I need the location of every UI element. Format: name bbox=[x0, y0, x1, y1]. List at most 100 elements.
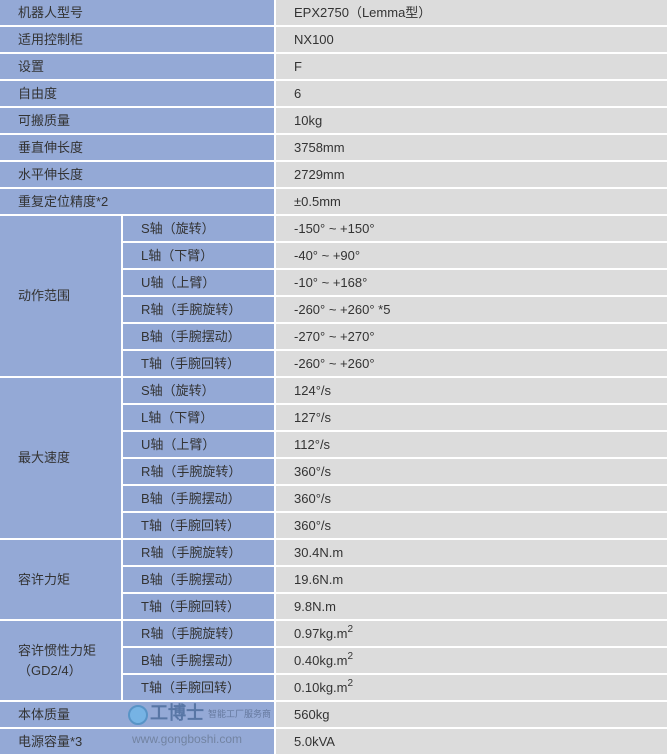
row-label: 适用控制柜 bbox=[0, 25, 277, 54]
value-text: 112°/s bbox=[294, 437, 331, 452]
axis-label: R轴（手腕旋转） bbox=[120, 619, 277, 648]
row-label: 自由度 bbox=[0, 79, 277, 108]
row-value: 124°/s bbox=[274, 376, 667, 405]
row-value: 3758mm bbox=[274, 133, 667, 162]
value-text: 30.4N.m bbox=[294, 545, 344, 560]
value-text: 0.10kg.m bbox=[294, 680, 348, 695]
row-value: 2729mm bbox=[274, 160, 667, 189]
table-row: 垂直伸长度 3758mm bbox=[0, 133, 667, 162]
row-value: 127°/s bbox=[274, 403, 667, 432]
axis-label: T轴（手腕回转） bbox=[122, 673, 277, 702]
axis-label: B轴（手腕摆动） bbox=[122, 565, 277, 594]
table-row: 本体质量 560kg bbox=[0, 700, 667, 729]
table-row: B轴（手腕摆动） 0.40kg.m2 bbox=[0, 646, 667, 675]
value-text: 124°/s bbox=[294, 383, 332, 398]
value-text: 360°/s bbox=[294, 518, 332, 533]
table-row: T轴（手腕回转） 9.8N.m bbox=[0, 592, 667, 621]
row-value: 6 bbox=[274, 79, 667, 108]
superscript: 2 bbox=[347, 651, 354, 662]
axis-label: R轴（手腕旋转） bbox=[120, 538, 277, 567]
row-value: 19.6N.m bbox=[274, 565, 667, 594]
row-label: 水平伸长度 bbox=[0, 160, 277, 189]
axis-label: T轴（手腕回转） bbox=[122, 349, 277, 378]
axis-label: B轴（手腕摆动） bbox=[122, 646, 277, 675]
row-value: 0.10kg.m2 bbox=[274, 673, 667, 702]
row-value: 10kg bbox=[274, 106, 667, 135]
axis-label: S轴（旋转） bbox=[120, 214, 277, 243]
row-value: 5.0kVA bbox=[274, 727, 667, 756]
axis-label: B轴（手腕摆动） bbox=[122, 484, 277, 513]
table-row: R轴（手腕旋转） 360°/s bbox=[0, 457, 667, 486]
value-text: -260° ~ +260° bbox=[294, 356, 375, 371]
row-value: 30.4N.m bbox=[274, 538, 667, 567]
row-value: 360°/s bbox=[274, 484, 667, 513]
table-row: B轴（手腕摆动） 19.6N.m bbox=[0, 565, 667, 594]
axis-label: B轴（手腕摆动） bbox=[122, 322, 277, 351]
row-label: 设置 bbox=[0, 52, 277, 81]
row-label: 重复定位精度*2 bbox=[0, 187, 277, 216]
value-text: 0.40kg.m bbox=[294, 653, 348, 668]
row-value: 560kg bbox=[274, 700, 667, 729]
value-text: 0.97kg.m bbox=[294, 626, 348, 641]
table-row: 最大速度 S轴（旋转） 124°/s bbox=[0, 376, 667, 540]
table-row: L轴（下臂） 127°/s bbox=[0, 403, 667, 432]
table-row: 容许惯性力矩（GD2/4） R轴（手腕旋转） 0.97kg.m2 bbox=[0, 619, 667, 702]
value-text: 360°/s bbox=[294, 491, 332, 506]
superscript: 2 bbox=[347, 678, 354, 689]
table-row: T轴（手腕回转） -260° ~ +260° bbox=[0, 349, 667, 378]
row-value: -260° ~ +260° bbox=[274, 349, 667, 378]
value-text: -10° ~ +168° bbox=[294, 275, 368, 290]
axis-label: L轴（下臂） bbox=[122, 241, 277, 270]
axis-label: R轴（手腕旋转） bbox=[122, 457, 277, 486]
axis-label: L轴（下臂） bbox=[122, 403, 277, 432]
value-text: 127°/s bbox=[294, 410, 332, 425]
row-label: 垂直伸长度 bbox=[0, 133, 277, 162]
table-row: U轴（上臂） 112°/s bbox=[0, 430, 667, 459]
table-row: 电源容量*3 5.0kVA bbox=[0, 727, 667, 756]
group-label: 最大速度 bbox=[0, 376, 123, 540]
table-row: 重复定位精度*2 ±0.5mm bbox=[0, 187, 667, 216]
table-row: B轴（手腕摆动） 360°/s bbox=[0, 484, 667, 513]
row-value: -10° ~ +168° bbox=[274, 268, 667, 297]
table-row: 自由度 6 bbox=[0, 79, 667, 108]
axis-label: U轴（上臂） bbox=[122, 430, 277, 459]
group-label: 容许惯性力矩（GD2/4） bbox=[0, 619, 123, 702]
value-text: 19.6N.m bbox=[294, 572, 344, 587]
table-row: 容许力矩 R轴（手腕旋转） 30.4N.m bbox=[0, 538, 667, 621]
row-value: NX100 bbox=[274, 25, 667, 54]
value-text: -40° ~ +90° bbox=[294, 248, 361, 263]
table-row: 可搬质量 10kg bbox=[0, 106, 667, 135]
value-text: 9.8N.m bbox=[294, 599, 336, 614]
row-label: 电源容量*3 bbox=[0, 727, 277, 756]
table-row: 适用控制柜 NX100 bbox=[0, 25, 667, 54]
table-row: 水平伸长度 2729mm bbox=[0, 160, 667, 189]
table-row: R轴（手腕旋转） -260° ~ +260° *5 bbox=[0, 295, 667, 324]
row-label: 机器人型号 bbox=[0, 0, 277, 27]
value-text: -150° ~ +150° bbox=[294, 221, 375, 236]
row-value: 9.8N.m bbox=[274, 592, 667, 621]
row-label: 可搬质量 bbox=[0, 106, 277, 135]
axis-label: T轴（手腕回转） bbox=[122, 592, 277, 621]
table-row: 动作范围 S轴（旋转） -150° ~ +150° bbox=[0, 214, 667, 378]
table-row: 机器人型号 EPX2750（Lemma型） bbox=[0, 0, 667, 27]
row-value: -260° ~ +260° *5 bbox=[274, 295, 667, 324]
row-value: 0.97kg.m2 bbox=[274, 619, 667, 648]
axis-label: S轴（旋转） bbox=[120, 376, 277, 405]
table-row: U轴（上臂） -10° ~ +168° bbox=[0, 268, 667, 297]
row-value: EPX2750（Lemma型） bbox=[274, 0, 667, 27]
row-value: -270° ~ +270° bbox=[274, 322, 667, 351]
axis-label: T轴（手腕回转） bbox=[122, 511, 277, 540]
table-row: L轴（下臂） -40° ~ +90° bbox=[0, 241, 667, 270]
row-value: 360°/s bbox=[274, 457, 667, 486]
value-text: -260° ~ +260° *5 bbox=[294, 302, 391, 317]
group-label: 容许力矩 bbox=[0, 538, 123, 621]
table-row: 设置 F bbox=[0, 52, 667, 81]
row-value: 360°/s bbox=[274, 511, 667, 540]
row-value: 112°/s bbox=[274, 430, 667, 459]
superscript: 2 bbox=[347, 624, 354, 635]
axis-label: U轴（上臂） bbox=[122, 268, 277, 297]
table-row: T轴（手腕回转） 360°/s bbox=[0, 511, 667, 540]
axis-label: R轴（手腕旋转） bbox=[122, 295, 277, 324]
row-value: ±0.5mm bbox=[274, 187, 667, 216]
